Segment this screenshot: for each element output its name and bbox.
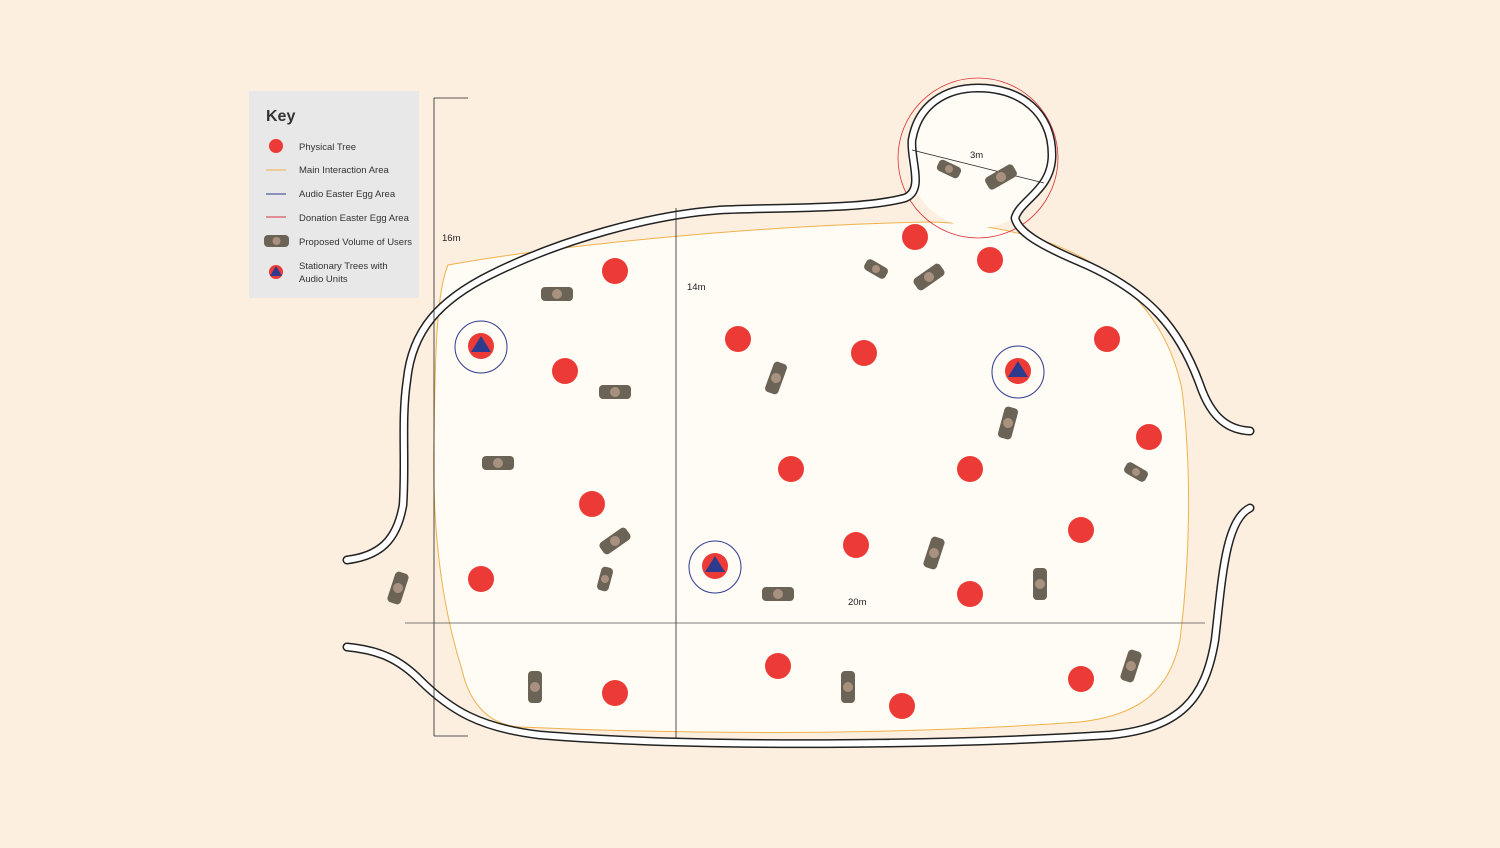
audio-easter-egg-area (991, 345, 1045, 399)
user-capsule (1124, 462, 1148, 482)
walking-path-upper (342, 83, 1255, 565)
user-capsule (541, 287, 573, 301)
user-capsule (765, 361, 787, 395)
donation-circle-fill (908, 88, 1048, 228)
user-capsule (596, 566, 614, 592)
legend-item-physical-tree: Physical Tree (269, 139, 356, 153)
physical-tree (1068, 517, 1094, 543)
physical-tree (468, 566, 494, 592)
user-capsule (936, 159, 962, 179)
dimension-lines (405, 97, 1205, 738)
legend-item-audio-easter-egg-area: Audio Easter Egg Area (266, 189, 396, 200)
user-capsule (599, 385, 631, 399)
stationary-tree-audio (1005, 358, 1031, 384)
legend-label: Physical Tree (299, 142, 356, 153)
user-capsule (1033, 568, 1047, 600)
inner-height-dimension-label: 14m (687, 282, 706, 293)
user-capsule (864, 259, 888, 279)
user-capsule (482, 456, 514, 470)
donation-diameter-label: 3m (970, 150, 983, 161)
physical-tree (602, 680, 628, 706)
physical-tree (1136, 424, 1162, 450)
legend-label: Main Interaction Area (299, 165, 389, 176)
red-circle-icon (269, 139, 283, 153)
physical-tree (579, 491, 605, 517)
physical-tree (957, 581, 983, 607)
user-capsule (599, 527, 631, 555)
stationary-tree-audio (702, 553, 728, 579)
stationary-tree-audio (468, 333, 494, 359)
user-capsule (387, 571, 409, 605)
user-capsule (841, 671, 855, 703)
legend-label: Audio Easter Egg Area (299, 189, 396, 200)
physical-tree (1068, 666, 1094, 692)
legend-label: Stationary Trees with (299, 261, 388, 272)
user-capsule (923, 536, 945, 570)
audio-easter-egg-areas (454, 320, 1045, 594)
legend-label-line2: Audio Units (299, 274, 348, 285)
user-capsule (913, 263, 945, 291)
physical-tree (552, 358, 578, 384)
user-capsule (985, 164, 1017, 190)
audio-easter-egg-area (688, 540, 742, 594)
proposed-users (387, 159, 1148, 703)
physical-tree (843, 532, 869, 558)
user-capsule (528, 671, 542, 703)
user-capsule (762, 587, 794, 601)
legend-item-stationary-trees: Stationary Trees with Audio Units (269, 261, 388, 285)
legend-label: Donation Easter Egg Area (299, 213, 410, 224)
user-capsule (1120, 649, 1142, 683)
donation-diameter-line (911, 149, 1045, 184)
physical-tree (602, 258, 628, 284)
physical-tree (977, 247, 1003, 273)
donation-easter-egg-area (897, 77, 1059, 239)
audio-easter-egg-area (454, 320, 508, 374)
physical-tree (957, 456, 983, 482)
stationary-audio-trees (468, 333, 1031, 579)
legend: Key Physical Tree Main Interaction Area … (249, 91, 419, 298)
physical-tree (851, 340, 877, 366)
legend-title: Key (266, 108, 295, 125)
user-capsule (997, 406, 1019, 440)
width-dimension-label: 20m (848, 597, 867, 608)
legend-item-proposed-users: Proposed Volume of Users (264, 235, 412, 248)
height-dimension-label: 16m (442, 233, 461, 244)
physical-tree (889, 693, 915, 719)
legend-item-donation-easter-egg-area: Donation Easter Egg Area (266, 213, 410, 224)
physical-trees (468, 224, 1162, 719)
physical-tree (765, 653, 791, 679)
physical-tree (725, 326, 751, 352)
physical-tree (1094, 326, 1120, 352)
legend-label: Proposed Volume of Users (299, 237, 412, 248)
physical-tree (778, 456, 804, 482)
walking-path-lower (342, 503, 1255, 749)
legend-item-main-interaction-area: Main Interaction Area (266, 165, 389, 176)
physical-tree (902, 224, 928, 250)
